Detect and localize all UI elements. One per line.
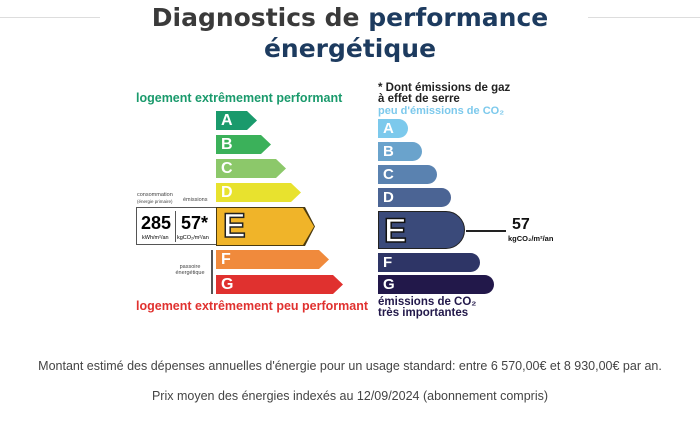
energy-class-letter: A [221,112,233,129]
emissions-unit: kgCO₂/m²/an [177,235,209,241]
ges-top-label: peu d'émissions de CO₂ [378,105,505,117]
emissions-value: 57* [181,213,209,233]
consumption-sub: (énergie primaire) [137,199,173,204]
ges-note: * Dont émissions de gaz à effet de serre [378,82,511,105]
energy-class-letter: E [217,208,314,245]
ges-class-b: B [378,142,422,161]
energy-class-e: E [216,207,315,246]
ges-class-f: F [378,253,480,272]
emissions-label: émissions [183,197,208,203]
energy-class-b: B [216,135,271,154]
ges-class-d: D [378,188,451,207]
ges-class-a: A [378,119,408,138]
price-note: Prix moyen des énergies indexés au 12/09… [151,389,549,403]
ges-class-g: G [378,275,494,294]
energy-class-f: F [216,250,329,269]
ges-bottom-label: émissions de CO₂ très importantes [378,296,477,319]
energy-bottom-label: logement extrêmement peu performant [136,299,368,313]
energy-top-label: logement extrêmement performant [136,91,343,105]
ges-unit: kgCO₂/m²/an [508,234,554,243]
cost-estimate: Montant estimé des dépenses annuelles d'… [38,359,662,373]
energy-class-d: D [216,183,301,202]
energy-class-letter: D [221,184,233,201]
energy-class-g: G [216,275,343,294]
consumption-value: 285 [141,213,172,233]
page-title: Diagnostics de performance énergétique [151,3,549,63]
ges-class-c: C [378,165,437,184]
divider-right [588,17,700,18]
energy-class-c: C [216,159,286,178]
energy-class-letter: B [221,136,233,153]
energy-class-letter: F [221,251,231,268]
energy-class-letter: G [221,276,234,293]
consumption-unit: kWh/m²/an [142,235,169,241]
energy-class-a: A [216,111,257,130]
ges-class-e: E [378,211,465,251]
energy-class-letter: C [221,160,233,177]
ges-pointer [466,230,506,232]
value-box: 285 kWh/m²/an 57* kgCO₂/m²/an [136,207,216,245]
divider-left [0,17,100,18]
ges-value: 57 [512,216,530,233]
passoire-label: passoire énergétique [175,264,205,276]
consumption-label: consommation [137,192,173,198]
